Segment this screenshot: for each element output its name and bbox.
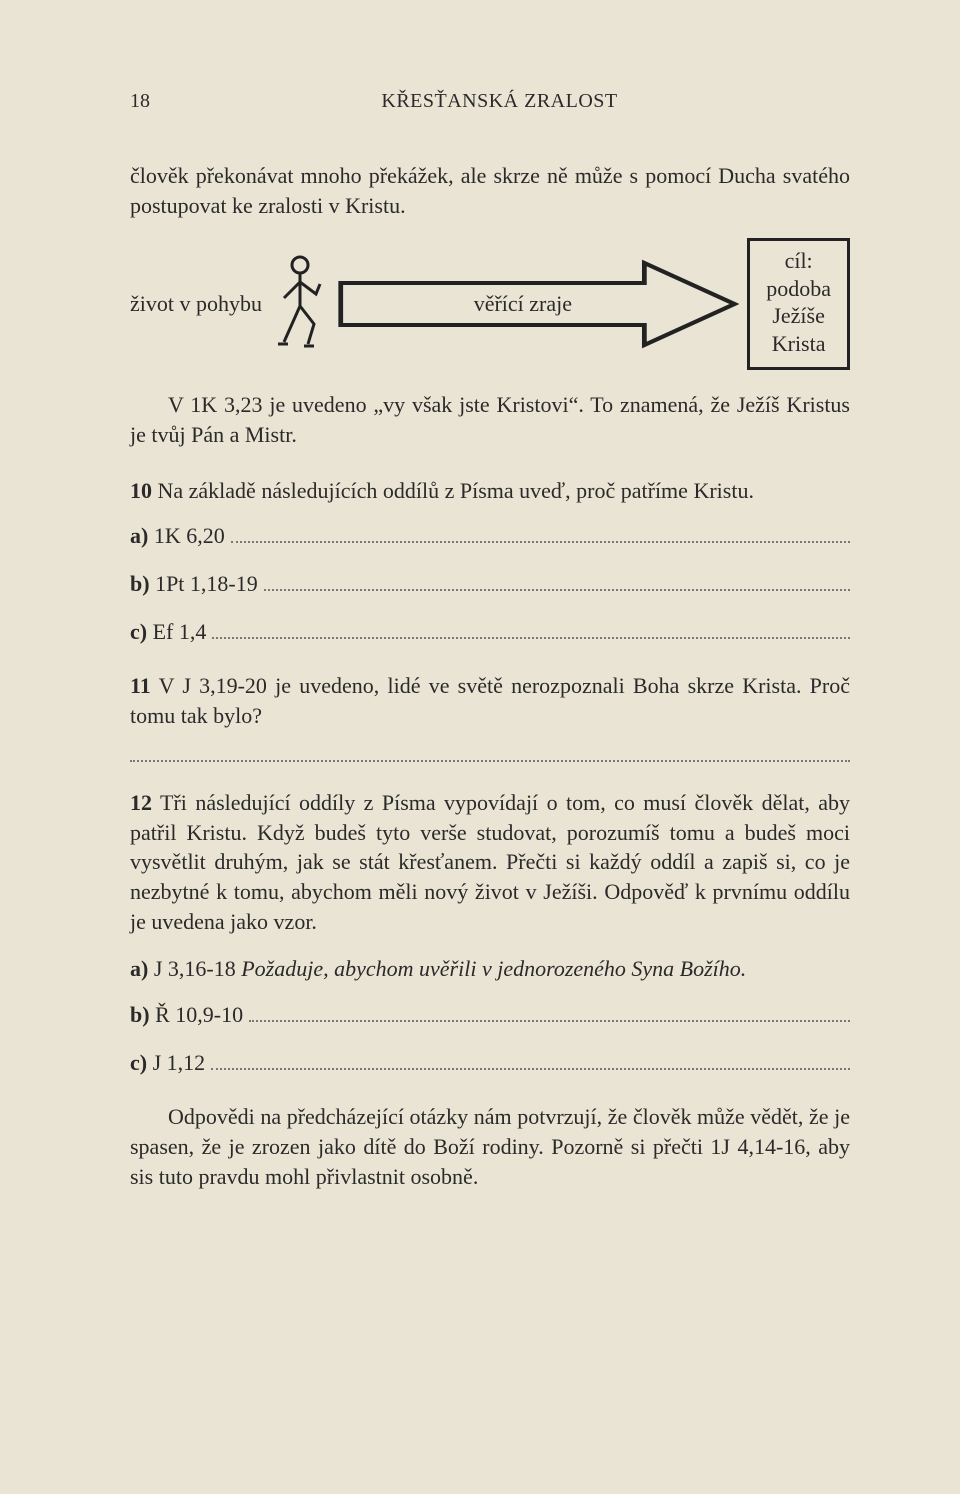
question-body: Na základě následujících oddílů z Písma … <box>158 478 754 503</box>
item-marker: b) <box>130 571 150 596</box>
q10-item-c: c) Ef 1,4 <box>130 619 850 645</box>
page-number: 18 <box>130 90 150 113</box>
intro-para: člověk překonávat mnoho překážek, ale sk… <box>130 161 850 220</box>
question-text: 10 Na základě následujících oddílů z Pís… <box>130 476 850 506</box>
goal-line: Krista <box>766 330 831 358</box>
blank-line[interactable] <box>130 749 850 762</box>
blank-line[interactable] <box>264 574 850 591</box>
diagram-left-label: život v pohybu <box>130 291 262 317</box>
question-12: 12 Tři následující oddíly z Písma vypoví… <box>130 788 850 1076</box>
item-marker: c) <box>130 619 147 644</box>
q10-item-a: a) 1K 6,20 <box>130 523 850 549</box>
question-body: Tři následující oddíly z Písma vypovídaj… <box>130 790 850 934</box>
arrow: věřící zraje <box>336 259 739 349</box>
item-ref: Ř 10,9-10 <box>155 1002 243 1027</box>
q12-item-c: c) J 1,12 <box>130 1050 850 1076</box>
item-marker: c) <box>130 1050 147 1075</box>
blank-line[interactable] <box>249 1005 850 1022</box>
arrow-label: věřící zraje <box>474 291 572 317</box>
question-11: 11 V J 3,19-20 je uvedeno, lidé ve světě… <box>130 671 850 762</box>
question-10: 10 Na základě následujících oddílů z Pís… <box>130 476 850 646</box>
page-header: 18 KŘESŤANSKÁ ZRALOST <box>130 90 850 113</box>
blank-line[interactable] <box>231 526 850 543</box>
item-marker: a) <box>130 523 148 548</box>
question-number: 12 <box>130 790 152 815</box>
question-text: 11 V J 3,19-20 je uvedeno, lidé ve světě… <box>130 671 850 730</box>
question-text: 12 Tři následující oddíly z Písma vypoví… <box>130 788 850 936</box>
item-ref: 1Pt 1,18-19 <box>155 571 258 596</box>
question-number: 10 <box>130 478 152 503</box>
closing-para: Odpovědi na předcházející otázky nám pot… <box>130 1102 850 1191</box>
page-title: KŘESŤANSKÁ ZRALOST <box>381 90 617 113</box>
item-marker: a) <box>130 956 148 981</box>
item-ref: J 3,16-18 <box>154 956 236 981</box>
q10-item-b: b) 1Pt 1,18-19 <box>130 571 850 597</box>
goal-line: Ježíše <box>766 302 831 330</box>
goal-line: podoba <box>766 275 831 303</box>
goal-box: cíl: podoba Ježíše Krista <box>747 238 850 370</box>
para-after-diagram: V 1K 3,23 je uvedeno „vy však jste Krist… <box>130 390 850 449</box>
walking-person-icon <box>270 254 328 355</box>
diagram: život v pohybu věřící zraje cíl: podoba <box>130 238 850 370</box>
item-ref: Ef 1,4 <box>153 619 207 644</box>
q12-item-b: b) Ř 10,9-10 <box>130 1002 850 1028</box>
blank-line[interactable] <box>212 622 850 639</box>
page: 18 KŘESŤANSKÁ ZRALOST člověk překonávat … <box>0 0 960 1494</box>
item-ref: J 1,12 <box>153 1050 206 1075</box>
q12-item-a: a) J 3,16-18 Požaduje, abychom uvěřili v… <box>130 954 850 984</box>
item-marker: b) <box>130 1002 150 1027</box>
blank-line[interactable] <box>211 1053 850 1070</box>
item-ref: 1K 6,20 <box>154 523 225 548</box>
question-number: 11 <box>130 673 151 698</box>
question-body: V J 3,19-20 je uvedeno, lidé ve světě ne… <box>130 673 850 728</box>
goal-line: cíl: <box>766 247 831 275</box>
item-answer: Požaduje, abychom uvěřili v jednorozenéh… <box>241 956 746 981</box>
